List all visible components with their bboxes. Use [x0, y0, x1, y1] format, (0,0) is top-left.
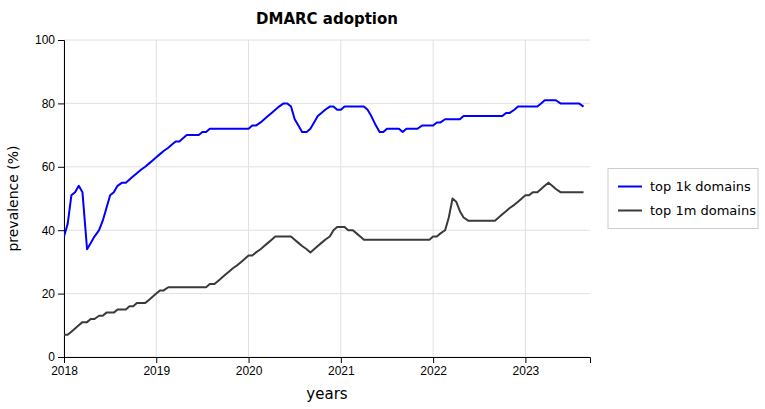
y-grid-line [64, 293, 590, 294]
legend-box [608, 169, 758, 229]
y-tick-mark [58, 103, 64, 104]
x-axis: 2018 2019 2020 2021 2022 2023 [51, 357, 590, 378]
y-tick-mark [58, 357, 64, 358]
y-tick-mark [58, 230, 64, 231]
y-tick: 0 [48, 350, 64, 364]
y-axis-line [58, 41, 65, 358]
x-tick-label: 2018 [51, 364, 78, 378]
x-grid-line [433, 40, 434, 357]
y-tick-label: 100 [35, 33, 55, 47]
y-tick-label: 20 [42, 287, 56, 301]
x-grid-line [156, 40, 157, 357]
x-tick: 2019 [143, 357, 170, 378]
x-axis-title: years [306, 385, 347, 403]
chart-container: 2018 2019 2020 2021 2022 2023 0 20 40 60 80 100 DMAR… [0, 0, 765, 409]
y-tick: 80 [42, 97, 64, 111]
legend-label: top 1m domains [650, 203, 756, 218]
x-axis-line [65, 358, 591, 364]
y-tick-mark [58, 40, 64, 41]
y-grid-line [64, 166, 590, 167]
x-grid-line [248, 40, 249, 357]
y-axis-title: prevalence (%) [5, 145, 21, 251]
lines [64, 100, 584, 335]
x-grid-line [340, 40, 341, 357]
series-line [64, 100, 584, 249]
y-tick-mark [58, 294, 64, 295]
chart-title: DMARC adoption [256, 10, 398, 28]
x-tick: 2023 [513, 357, 540, 378]
x-tick: 2021 [328, 357, 355, 378]
legend-swatch [618, 210, 642, 212]
legend-swatch [618, 186, 642, 188]
y-grid-line [64, 40, 590, 41]
x-tick: 2022 [420, 357, 447, 378]
y-tick: 40 [42, 224, 64, 238]
x-grid-line [525, 40, 526, 357]
y-tick: 100 [35, 33, 64, 47]
x-tick-mark [525, 357, 526, 363]
x-tick-label: 2020 [236, 364, 263, 378]
chart-svg: 2018 2019 2020 2021 2022 2023 0 20 40 60 80 100 DMAR… [0, 0, 765, 409]
x-tick-mark [433, 357, 434, 363]
y-axis: 0 20 40 60 80 100 [35, 33, 65, 364]
y-tick-label: 40 [42, 224, 56, 238]
grid [64, 40, 590, 357]
x-tick-label: 2022 [420, 364, 447, 378]
y-tick-label: 0 [48, 350, 55, 364]
x-tick-label: 2023 [513, 364, 540, 378]
x-tick: 2020 [236, 357, 263, 378]
series-line [64, 183, 584, 335]
y-tick-mark [58, 167, 64, 168]
plot-area: 2018 2019 2020 2021 2022 2023 0 20 40 60 80 100 [35, 33, 591, 377]
x-tick-label: 2021 [328, 364, 355, 378]
x-tick: 2018 [51, 357, 78, 378]
x-tick-label: 2019 [143, 364, 170, 378]
y-tick: 20 [42, 287, 64, 301]
y-tick-label: 80 [42, 97, 56, 111]
x-tick-mark [341, 357, 342, 363]
x-tick-mark [249, 357, 250, 363]
y-tick-label: 60 [42, 160, 56, 174]
x-tick-mark [156, 357, 157, 363]
y-tick: 60 [42, 160, 64, 174]
legend: top 1k domains top 1m domains [608, 169, 758, 229]
y-grid-line [64, 230, 590, 231]
y-grid-line [64, 103, 590, 104]
legend-label: top 1k domains [650, 179, 751, 194]
